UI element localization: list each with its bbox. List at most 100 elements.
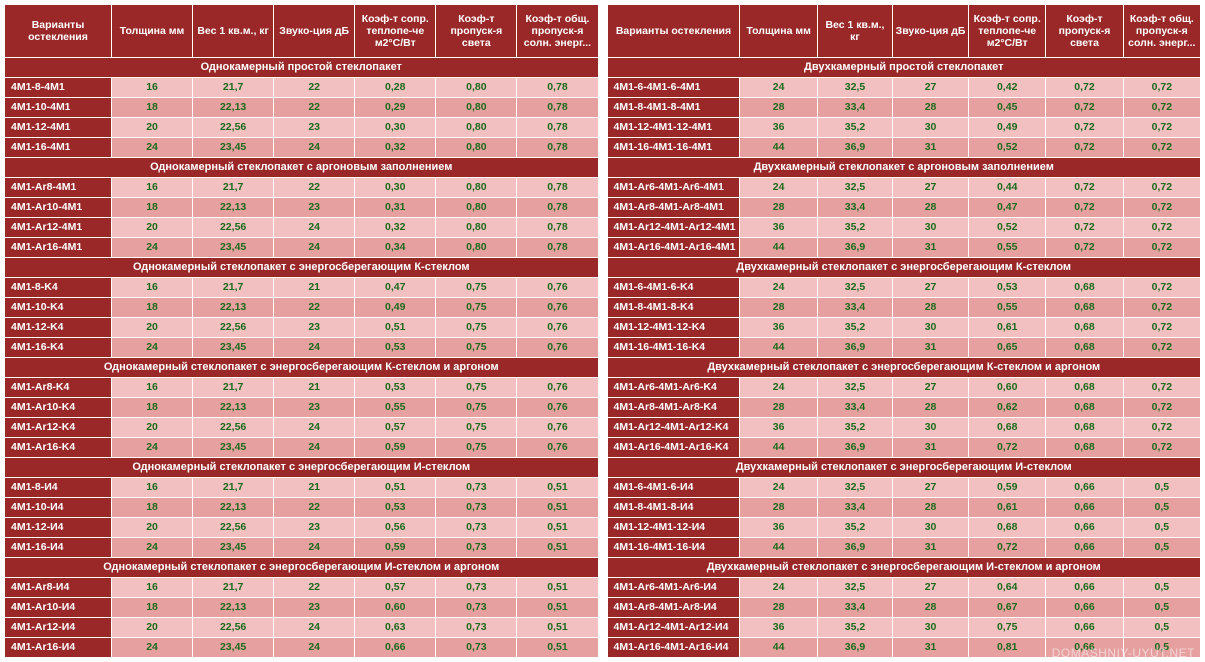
table-body: Двухкамерный простой стеклопакет4M1-6-4M… [608, 58, 1201, 657]
value-cell: 22,13 [193, 498, 273, 517]
value-cell: 0,72 [1124, 378, 1200, 397]
value-cell: 0,30 [355, 178, 435, 197]
left-table-panel: Варианты остекления Толщина мм Вес 1 кв.… [4, 4, 599, 658]
value-cell: 0,75 [436, 398, 516, 417]
value-cell: 0,72 [1124, 98, 1200, 117]
variant-cell: 4M1-Ar16-4M1 [5, 238, 111, 257]
value-cell: 0,51 [517, 638, 597, 657]
value-cell: 0,76 [517, 278, 597, 297]
value-cell: 23,45 [193, 338, 273, 357]
value-cell: 0,75 [436, 298, 516, 317]
value-cell: 0,72 [1124, 278, 1200, 297]
value-cell: 0,52 [969, 218, 1045, 237]
value-cell: 36 [740, 118, 816, 137]
value-cell: 21 [274, 378, 354, 397]
value-cell: 24 [274, 538, 354, 557]
value-cell: 0,51 [517, 518, 597, 537]
variant-cell: 4M1-Ar8-4M1-Ar8-4M1 [608, 198, 740, 217]
value-cell: 0,72 [1046, 78, 1122, 97]
variant-cell: 4M1-16-4M1 [5, 138, 111, 157]
variant-cell: 4M1-10-И4 [5, 498, 111, 517]
col-header: Звуко-ция дБ [893, 5, 968, 57]
value-cell: 0,53 [355, 378, 435, 397]
value-cell: 0,66 [1046, 618, 1122, 637]
section-header-row: Однокамерный простой стеклопакет [5, 58, 598, 77]
value-cell: 23,45 [193, 238, 273, 257]
value-cell: 0,72 [1124, 218, 1200, 237]
value-cell: 0,51 [355, 318, 435, 337]
value-cell: 0,52 [969, 138, 1045, 157]
value-cell: 21,7 [193, 78, 273, 97]
table-row: 4M1-8-4M1-8-K42833,4280,550,680,72 [608, 298, 1201, 317]
variant-cell: 4M1-16-И4 [5, 538, 111, 557]
value-cell: 36,9 [818, 238, 892, 257]
section-header-row: Однокамерный стеклопакет с энергосберега… [5, 558, 598, 577]
value-cell: 0,60 [969, 378, 1045, 397]
value-cell: 22,56 [193, 518, 273, 537]
section-title: Однокамерный стеклопакет с энергосберега… [5, 558, 598, 577]
variant-cell: 4M1-Ar6-4M1-Ar6-И4 [608, 578, 740, 597]
value-cell: 0,44 [969, 178, 1045, 197]
value-cell: 44 [740, 538, 816, 557]
table-row: 4M1-Ar10-4M11822,13230,310,800,78 [5, 198, 598, 217]
value-cell: 0,80 [436, 198, 516, 217]
variant-cell: 4M1-12-4M1-12-И4 [608, 518, 740, 537]
table-row: 4M1-Ar8-4M1-Ar8-K42833,4280,620,680,72 [608, 398, 1201, 417]
value-cell: 0,63 [355, 618, 435, 637]
value-cell: 0,72 [1124, 338, 1200, 357]
variant-cell: 4M1-Ar16-И4 [5, 638, 111, 657]
value-cell: 0,72 [1046, 198, 1122, 217]
value-cell: 28 [893, 598, 968, 617]
variant-cell: 4M1-6-4M1-6-4M1 [608, 78, 740, 97]
value-cell: 36 [740, 318, 816, 337]
value-cell: 30 [893, 318, 968, 337]
value-cell: 28 [740, 298, 816, 317]
value-cell: 0,81 [969, 638, 1045, 657]
value-cell: 0,5 [1124, 478, 1200, 497]
table-row: 4M1-10-K41822,13220,490,750,76 [5, 298, 598, 317]
value-cell: 0,53 [969, 278, 1045, 297]
col-header: Коэф-т общ. пропуск-я солн. энерг... [517, 5, 597, 57]
variant-cell: 4M1-Ar12-4M1-Ar12-4M1 [608, 218, 740, 237]
value-cell: 0,34 [355, 238, 435, 257]
variant-cell: 4M1-Ar10-K4 [5, 398, 111, 417]
value-cell: 0,51 [355, 478, 435, 497]
value-cell: 0,68 [1046, 298, 1122, 317]
table-row: 4M1-16-4M1-16-K44436,9310,650,680,72 [608, 338, 1201, 357]
variant-cell: 4M1-Ar16-4M1-Ar16-K4 [608, 438, 740, 457]
value-cell: 22 [274, 498, 354, 517]
value-cell: 18 [112, 498, 192, 517]
table-row: 4M1-10-4M11822,13220,290,800,78 [5, 98, 598, 117]
table-head: Варианты остекления Толщина мм Вес 1 кв.… [608, 5, 1201, 57]
value-cell: 0,72 [1046, 218, 1122, 237]
variant-cell: 4M1-Ar12-4M1 [5, 218, 111, 237]
value-cell: 28 [893, 398, 968, 417]
value-cell: 24 [274, 238, 354, 257]
value-cell: 31 [893, 638, 968, 657]
value-cell: 32,5 [818, 478, 892, 497]
value-cell: 0,75 [436, 318, 516, 337]
value-cell: 0,73 [436, 598, 516, 617]
value-cell: 24 [274, 618, 354, 637]
value-cell: 0,72 [1046, 178, 1122, 197]
value-cell: 0,68 [1046, 418, 1122, 437]
value-cell: 22,56 [193, 618, 273, 637]
value-cell: 21,7 [193, 478, 273, 497]
value-cell: 0,72 [1124, 138, 1200, 157]
value-cell: 0,80 [436, 178, 516, 197]
value-cell: 0,72 [1124, 118, 1200, 137]
value-cell: 0,75 [436, 438, 516, 457]
value-cell: 0,76 [517, 438, 597, 457]
value-cell: 23,45 [193, 138, 273, 157]
value-cell: 44 [740, 338, 816, 357]
value-cell: 28 [740, 498, 816, 517]
table-row: 4M1-6-4M1-6-И42432,5270,590,660,5 [608, 478, 1201, 497]
value-cell: 36,9 [818, 538, 892, 557]
table-row: 4M1-Ar10-И41822,13230,600,730,51 [5, 598, 598, 617]
value-cell: 0,5 [1124, 638, 1200, 657]
value-cell: 0,53 [355, 338, 435, 357]
variant-cell: 4M1-16-K4 [5, 338, 111, 357]
value-cell: 22 [274, 298, 354, 317]
value-cell: 36 [740, 618, 816, 637]
table-row: 4M1-Ar8-K41621,7210,530,750,76 [5, 378, 598, 397]
